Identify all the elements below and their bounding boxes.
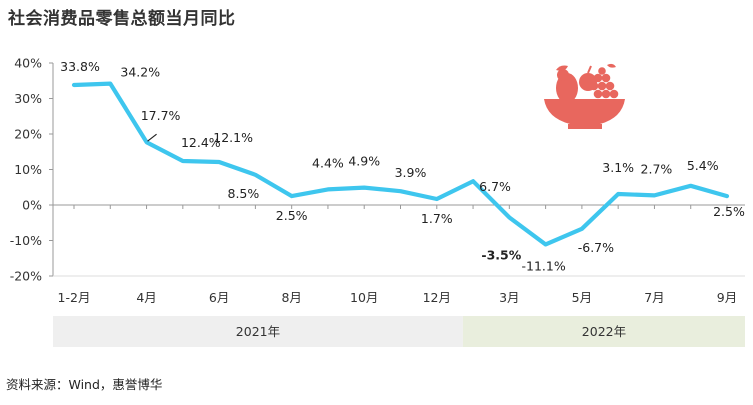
data-labels: 33.8% 34.2% 17.7%12.4%12.1% 8.5% 2.5% 4.4% 4.9… <box>60 59 745 273</box>
data-label: 17.7% <box>141 108 181 123</box>
data-label: -11.1% <box>521 258 565 273</box>
x-tick-label: 9月 <box>717 290 737 305</box>
data-label: 3.1% <box>602 160 634 175</box>
data-label: 4.4% <box>312 155 344 170</box>
data-label-leader <box>147 133 157 142</box>
data-label: -3.5% <box>481 247 521 262</box>
x-tick-label: 7月 <box>644 290 664 305</box>
x-tick-label: 12月 <box>423 290 451 305</box>
data-label: 6.7% <box>479 179 511 194</box>
x-tick-label: 1-2月 <box>58 290 91 305</box>
fruit-basket-icon <box>544 63 625 129</box>
data-label: 2.7% <box>641 161 673 176</box>
data-label: 3.9% <box>395 165 427 180</box>
data-label: -6.7% <box>578 240 614 255</box>
year-band-0 <box>53 316 463 347</box>
source-note: 资料来源：Wind，惠誉博华 <box>6 377 163 392</box>
x-tick-label: 5月 <box>572 290 592 305</box>
data-label: 8.5% <box>228 186 260 201</box>
data-label: 12.1% <box>213 130 253 145</box>
y-tick-label: 20% <box>14 127 42 142</box>
x-tick-label: 6月 <box>209 290 229 305</box>
series-line <box>71 81 730 247</box>
y-tick-label: -20% <box>10 269 42 284</box>
y-tick-label: -10% <box>10 233 42 248</box>
data-label: 1.7% <box>421 211 453 226</box>
year-band-label: 2021年 <box>236 324 280 339</box>
series-line-group <box>71 81 730 247</box>
y-tick-label: 30% <box>14 91 42 106</box>
data-label: 33.8% <box>60 59 100 74</box>
data-label: 2.5% <box>713 204 745 219</box>
year-band-1 <box>462 316 745 347</box>
y-axis-ticks: 40% 30% 20% 10% 0% -10% -20% <box>10 56 53 284</box>
x-axis-ticks: 1-2月 4月 6月 8月 10月 12月 3月 5月 7月 9月 <box>58 205 737 305</box>
data-label: 34.2% <box>120 65 160 80</box>
y-tick-label: 10% <box>14 162 42 177</box>
year-bands: 2021年 2022年 <box>53 316 745 347</box>
y-tick-label: 40% <box>14 56 42 71</box>
line-chart: 2021年 2022年 40% 30% 20% 10% 0% -10% -20% 1-2月 4月… <box>10 56 745 347</box>
chart-title: 社会消费品零售总额当月同比 <box>8 9 236 29</box>
x-tick-label: 10月 <box>350 290 378 305</box>
x-tick-label: 4月 <box>136 290 156 305</box>
year-band-label: 2022年 <box>582 324 626 339</box>
data-label: 2.5% <box>276 208 308 223</box>
x-tick-label: 3月 <box>499 290 519 305</box>
data-label: 4.9% <box>348 154 380 169</box>
data-label: 12.4% <box>181 135 221 150</box>
y-tick-label: 0% <box>22 198 42 213</box>
data-label: 5.4% <box>687 158 719 173</box>
x-tick-label: 8月 <box>281 290 301 305</box>
